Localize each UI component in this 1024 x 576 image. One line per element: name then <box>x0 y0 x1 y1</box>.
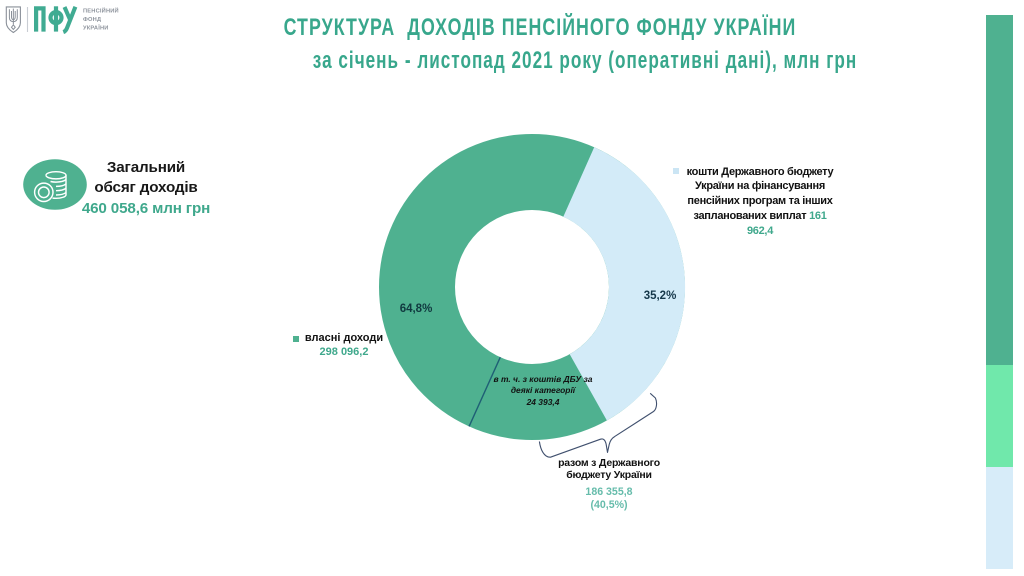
svg-text:ФОНД: ФОНД <box>83 17 101 23</box>
svg-text:ПЕНСІЙНИЙ: ПЕНСІЙНИЙ <box>83 6 119 14</box>
svg-text:УКРАЇНИ: УКРАЇНИ <box>83 24 109 31</box>
